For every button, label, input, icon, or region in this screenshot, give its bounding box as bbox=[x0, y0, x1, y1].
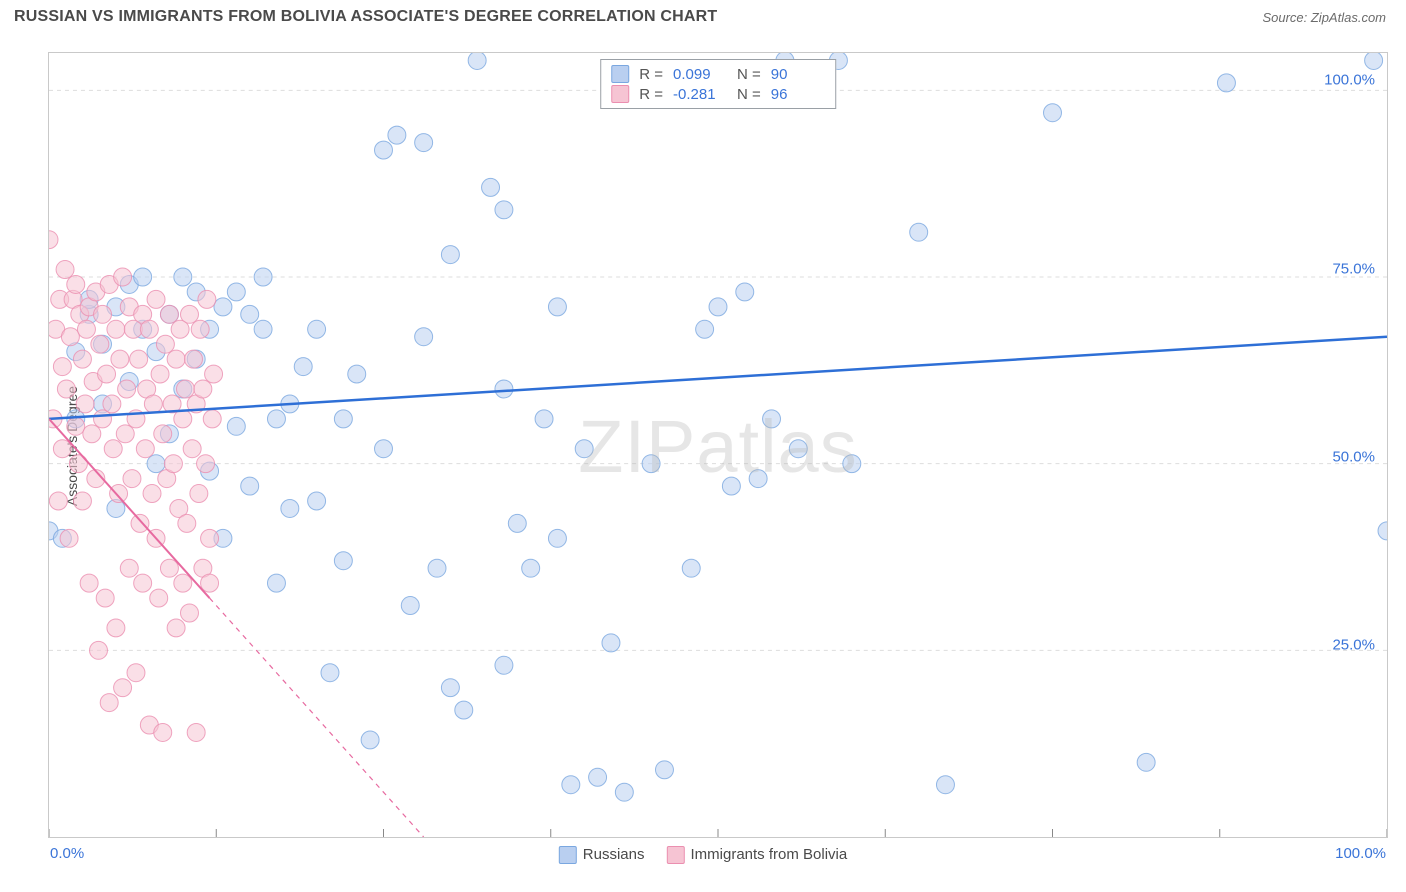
y-tick-25: 25.0% bbox=[1332, 636, 1375, 653]
y-tick-100: 100.0% bbox=[1324, 72, 1375, 89]
stat-n-value: 90 bbox=[771, 66, 825, 83]
legend-item: Immigrants from Bolivia bbox=[667, 846, 848, 864]
stat-r-label: R = bbox=[639, 66, 663, 83]
x-tick-100: 100.0% bbox=[1335, 845, 1386, 862]
y-tick-50: 50.0% bbox=[1332, 448, 1375, 465]
stat-r-value: -0.281 bbox=[673, 86, 727, 103]
stat-swatch bbox=[611, 85, 629, 103]
stat-r-label: R = bbox=[639, 86, 663, 103]
legend-label: Russians bbox=[583, 846, 645, 863]
stat-n-label: N = bbox=[737, 66, 761, 83]
stat-r-value: 0.099 bbox=[673, 66, 727, 83]
x-tick-0: 0.0% bbox=[50, 845, 84, 862]
stat-legend-row: R = -0.281 N = 96 bbox=[611, 84, 825, 104]
stat-n-value: 96 bbox=[771, 86, 825, 103]
correlation-legend: R = 0.099 N = 90 R = -0.281 N = 96 bbox=[600, 59, 836, 109]
stat-legend-row: R = 0.099 N = 90 bbox=[611, 64, 825, 84]
legend-swatch bbox=[559, 846, 577, 864]
header: RUSSIAN VS IMMIGRANTS FROM BOLIVIA ASSOC… bbox=[0, 0, 1406, 32]
series-legend: Russians Immigrants from Bolivia bbox=[559, 846, 847, 864]
stat-n-label: N = bbox=[737, 86, 761, 103]
y-tick-75: 75.0% bbox=[1332, 260, 1375, 277]
stat-swatch bbox=[611, 65, 629, 83]
chart-plot-area: ZIPatlas R =0.099N =90R =-0.281N =96 100… bbox=[48, 52, 1388, 838]
scatter-chart-svg bbox=[49, 53, 1387, 837]
legend-swatch bbox=[667, 846, 685, 864]
chart-title: RUSSIAN VS IMMIGRANTS FROM BOLIVIA ASSOC… bbox=[14, 8, 717, 26]
legend-item: Russians bbox=[559, 846, 645, 864]
legend-label: Immigrants from Bolivia bbox=[691, 846, 848, 863]
source-attribution: Source: ZipAtlas.com bbox=[1262, 10, 1386, 25]
